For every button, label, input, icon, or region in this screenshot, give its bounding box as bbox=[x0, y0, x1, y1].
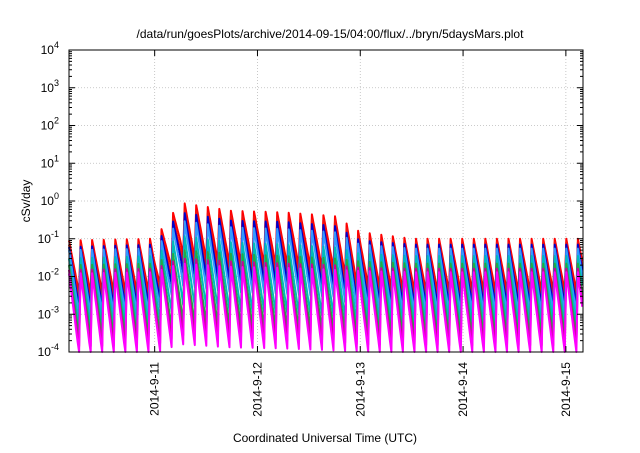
y-tick-label: 100 bbox=[41, 191, 59, 208]
y-tick-exponent: 3 bbox=[54, 78, 59, 88]
y-axis-title: cSv/day bbox=[19, 180, 33, 223]
axis-ticks bbox=[69, 49, 583, 353]
y-tick-label: 102 bbox=[41, 116, 59, 133]
y-tick-base: 10 bbox=[41, 81, 55, 95]
y-tick-label: 101 bbox=[41, 153, 59, 170]
y-tick-exponent: 4 bbox=[54, 40, 59, 50]
y-tick-label: 104 bbox=[41, 40, 59, 57]
x-axis-title: Coordinated Universal Time (UTC) bbox=[233, 431, 417, 445]
y-tick-base: 10 bbox=[38, 345, 52, 359]
x-tick-label: 2014-9-14 bbox=[456, 362, 470, 417]
y-tick-base: 10 bbox=[41, 43, 55, 57]
y-tick-base: 10 bbox=[41, 156, 55, 170]
y-tick-exponent: -4 bbox=[51, 342, 59, 352]
y-tick-base: 10 bbox=[38, 232, 52, 246]
chart-title: /data/run/goesPlots/archive/2014-09-15/0… bbox=[137, 27, 525, 41]
y-tick-exponent: -1 bbox=[51, 229, 59, 239]
x-axis-tick-labels: 2014-9-11 2014-9-12 2014-9-13 2014-9-14 2014… bbox=[148, 362, 573, 417]
x-tick-label: 2014-9-12 bbox=[250, 362, 264, 417]
x-tick-label: 2014-9-13 bbox=[353, 362, 367, 417]
y-tick-base: 10 bbox=[38, 270, 52, 284]
y-tick-exponent: -2 bbox=[51, 267, 59, 277]
series-group bbox=[68, 202, 584, 353]
x-tick-label: 2014-9-11 bbox=[148, 362, 162, 416]
y-tick-exponent: 1 bbox=[54, 153, 59, 163]
y-tick-exponent: -3 bbox=[51, 304, 59, 314]
grid-lines bbox=[69, 50, 583, 352]
y-tick-base: 10 bbox=[38, 307, 52, 321]
y-tick-label: 103 bbox=[41, 78, 59, 95]
y-tick-label: 10-4 bbox=[38, 342, 59, 359]
y-tick-label: 10-3 bbox=[38, 304, 59, 321]
y-tick-base: 10 bbox=[41, 194, 55, 208]
series-line bbox=[68, 262, 584, 353]
y-tick-exponent: 2 bbox=[54, 116, 59, 126]
y-tick-label: 10-2 bbox=[38, 267, 59, 284]
y-tick-exponent: 0 bbox=[54, 191, 59, 201]
y-tick-base: 10 bbox=[41, 119, 55, 133]
x-tick-label: 2014-9-15 bbox=[559, 362, 573, 417]
y-tick-label: 10-1 bbox=[38, 229, 59, 246]
